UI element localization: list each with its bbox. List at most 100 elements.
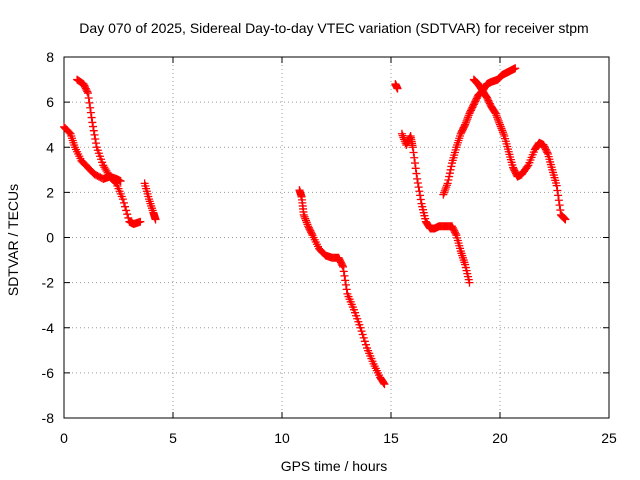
- data-point: [410, 159, 419, 168]
- x-tick-label: 0: [60, 430, 68, 446]
- data-point: [83, 87, 92, 96]
- y-tick-label: 4: [46, 139, 54, 155]
- data-point: [461, 120, 470, 129]
- data-point: [447, 162, 456, 171]
- data-point: [414, 183, 423, 192]
- data-point: [415, 187, 424, 196]
- data-point: [123, 210, 132, 219]
- data-point: [445, 169, 454, 178]
- data-point: [302, 218, 311, 227]
- data-point: [413, 178, 422, 187]
- data-point: [86, 103, 95, 112]
- data-point: [84, 93, 93, 102]
- data-point: [408, 143, 417, 152]
- data-point: [338, 261, 347, 270]
- series-arc5: [391, 80, 402, 93]
- chart-title: Day 070 of 2025, Sidereal Day-to-day VTE…: [79, 20, 588, 36]
- data-point: [379, 379, 388, 388]
- data-point: [300, 212, 309, 221]
- data-point: [446, 165, 455, 174]
- data-point: [65, 128, 74, 137]
- data-point: [87, 113, 96, 122]
- x-tick-label: 10: [274, 430, 290, 446]
- data-point: [151, 215, 160, 224]
- series-arc2: [73, 75, 125, 186]
- data-point: [553, 186, 562, 195]
- data-point: [136, 217, 145, 226]
- data-point: [463, 115, 472, 124]
- data-point: [496, 122, 505, 131]
- data-point: [493, 115, 502, 124]
- data-point: [410, 153, 419, 162]
- data-point: [412, 169, 421, 178]
- data-point: [462, 116, 471, 125]
- data-point: [118, 195, 127, 204]
- data-point: [301, 214, 310, 223]
- data-point: [301, 216, 310, 225]
- data-point: [342, 285, 351, 294]
- series-arc6: [397, 129, 474, 287]
- data-point: [561, 215, 570, 224]
- x-tick-label: 25: [601, 430, 617, 446]
- data-point: [413, 174, 422, 183]
- data-point: [90, 130, 99, 139]
- data-point: [493, 113, 502, 122]
- series-arc1: [60, 122, 145, 228]
- data-point: [460, 122, 469, 131]
- data-points: [60, 64, 570, 389]
- data-point: [86, 108, 95, 117]
- y-tick-label: 2: [46, 184, 54, 200]
- data-point: [359, 333, 368, 342]
- data-point: [357, 327, 366, 336]
- y-tick-label: 6: [46, 94, 54, 110]
- data-point: [89, 122, 98, 131]
- y-tick-label: 0: [46, 230, 54, 246]
- data-point: [91, 139, 100, 148]
- data-point: [416, 195, 425, 204]
- data-point: [299, 210, 308, 219]
- data-point: [116, 177, 125, 186]
- data-point: [83, 89, 92, 98]
- data-point: [511, 64, 520, 73]
- data-point: [358, 330, 367, 339]
- data-point: [491, 109, 500, 118]
- data-point: [554, 191, 563, 200]
- data-point: [443, 179, 452, 188]
- data-point: [464, 113, 473, 122]
- grid-lines: [64, 57, 609, 418]
- data-point: [552, 181, 561, 190]
- data-point: [498, 128, 507, 137]
- data-point: [339, 267, 348, 276]
- tick-labels: 0 5 10 15 20 25 -8 -6 -4 -2 0 2 4 6 8: [42, 49, 617, 446]
- y-tick-label: -2: [42, 275, 55, 291]
- data-point: [85, 98, 94, 107]
- data-point: [556, 206, 565, 215]
- data-point: [498, 126, 507, 135]
- data-point: [559, 213, 568, 222]
- data-point: [119, 198, 128, 207]
- y-axis-label: SDTVAR / TECUs: [5, 184, 21, 296]
- data-point: [88, 118, 97, 127]
- data-point: [554, 196, 563, 205]
- data-point: [393, 84, 402, 93]
- data-point: [492, 111, 501, 120]
- data-point: [560, 214, 569, 223]
- data-point: [409, 148, 418, 157]
- y-tick-label: -8: [42, 410, 55, 426]
- x-tick-label: 5: [169, 430, 177, 446]
- data-point: [523, 162, 532, 171]
- tick-marks: [63, 56, 610, 419]
- data-point: [89, 126, 98, 135]
- data-point: [356, 323, 365, 332]
- data-point: [465, 278, 474, 287]
- y-tick-label: 8: [46, 49, 54, 65]
- data-point: [441, 184, 450, 193]
- x-axis-label: GPS time / hours: [281, 458, 388, 474]
- data-point: [494, 116, 503, 125]
- data-point: [499, 130, 508, 139]
- data-point: [361, 340, 370, 349]
- data-point: [440, 186, 449, 195]
- data-point: [445, 172, 454, 181]
- data-point: [442, 181, 451, 190]
